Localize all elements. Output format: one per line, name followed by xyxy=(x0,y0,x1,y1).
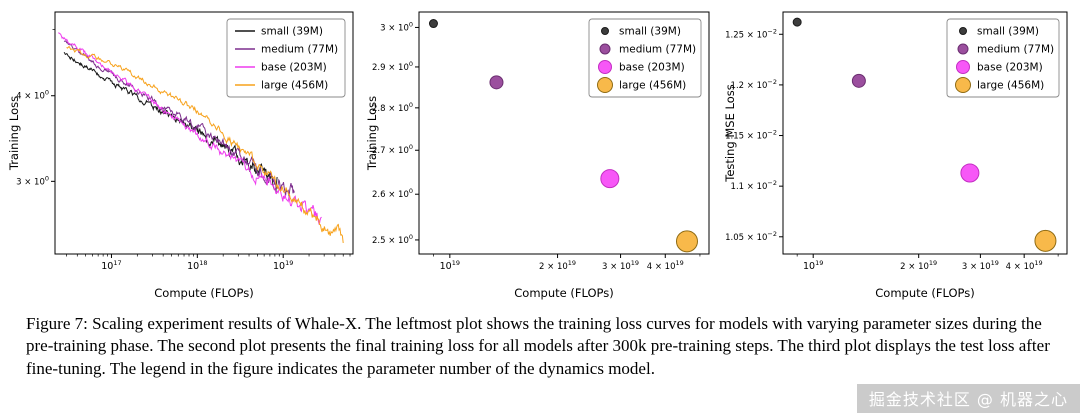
svg-text:large (456M): large (456M) xyxy=(261,80,328,92)
svg-text:base (203M): base (203M) xyxy=(619,62,685,74)
svg-text:4 × 1019: 4 × 1019 xyxy=(647,259,684,272)
svg-text:base (203M): base (203M) xyxy=(261,62,327,74)
svg-text:Compute (FLOPs): Compute (FLOPs) xyxy=(154,286,253,300)
svg-text:2 × 1019: 2 × 1019 xyxy=(900,259,937,272)
svg-text:medium (77M): medium (77M) xyxy=(977,44,1054,56)
figure-caption-label: Figure 7: xyxy=(26,314,88,333)
svg-text:Training Loss: Training Loss xyxy=(365,96,379,171)
svg-text:base (203M): base (203M) xyxy=(977,62,1043,74)
svg-text:1.25 × 10−2: 1.25 × 10−2 xyxy=(725,27,777,40)
svg-text:1.2 × 10−2: 1.2 × 10−2 xyxy=(731,78,777,91)
svg-text:1.05 × 10−2: 1.05 × 10−2 xyxy=(725,230,777,243)
svg-text:3 × 1019: 3 × 1019 xyxy=(602,259,639,272)
figure-caption: Figure 7: Scaling experiment results of … xyxy=(26,313,1054,380)
svg-text:2.9 × 100: 2.9 × 100 xyxy=(372,60,413,73)
svg-text:2 × 1019: 2 × 1019 xyxy=(539,259,576,272)
svg-text:Testing MSE Loss: Testing MSE Loss xyxy=(723,84,737,182)
svg-text:2.7 × 100: 2.7 × 100 xyxy=(372,143,413,156)
svg-text:1019: 1019 xyxy=(803,259,823,272)
plot-testing-mse-loss: 1019 2 × 1019 3 × 1019 4 × 1019 1.25 × 10−2 1… xyxy=(721,4,1075,304)
svg-text:Training Loss: Training Loss xyxy=(7,96,21,171)
svg-text:4 × 1019: 4 × 1019 xyxy=(1006,259,1043,272)
figure-caption-text: Scaling experiment results of Whale-X. T… xyxy=(26,314,1050,378)
watermark: 掘金技术社区 @ 机器之心 xyxy=(856,384,1080,413)
svg-text:small (39M): small (39M) xyxy=(261,26,323,38)
svg-text:4 × 100: 4 × 100 xyxy=(16,89,49,102)
svg-text:1.15 × 10−2: 1.15 × 10−2 xyxy=(725,129,777,142)
svg-text:1018: 1018 xyxy=(187,259,207,272)
svg-text:medium (77M): medium (77M) xyxy=(619,44,696,56)
svg-text:large (456M): large (456M) xyxy=(977,80,1044,92)
svg-text:large (456M): large (456M) xyxy=(619,80,686,92)
svg-text:2.6 × 100: 2.6 × 100 xyxy=(372,187,413,200)
svg-text:small (39M): small (39M) xyxy=(977,26,1039,38)
svg-text:Compute (FLOPs): Compute (FLOPs) xyxy=(514,286,613,300)
svg-text:1017: 1017 xyxy=(101,259,121,272)
plots-row: 1017 1018 1019 3 × 100 4 × 100 Compute (FLOPs… xyxy=(5,4,1075,304)
svg-text:small (39M): small (39M) xyxy=(619,26,681,38)
svg-text:2.8 × 100: 2.8 × 100 xyxy=(372,101,413,114)
svg-text:3 × 100: 3 × 100 xyxy=(16,174,49,187)
svg-text:3 × 1019: 3 × 1019 xyxy=(962,259,999,272)
svg-text:1019: 1019 xyxy=(440,259,460,272)
svg-text:2.5 × 100: 2.5 × 100 xyxy=(372,233,413,246)
plot-final-training-loss: 1019 2 × 1019 3 × 1019 4 × 1019 3 × 100 2.9 ×… xyxy=(363,4,717,304)
svg-text:1019: 1019 xyxy=(273,259,293,272)
svg-text:medium (77M): medium (77M) xyxy=(261,44,338,56)
svg-text:3 × 100: 3 × 100 xyxy=(380,20,413,33)
plot-pretraining-loss-curves: 1017 1018 1019 3 × 100 4 × 100 Compute (FLOPs… xyxy=(5,4,359,304)
svg-text:Compute (FLOPs): Compute (FLOPs) xyxy=(875,286,974,300)
svg-text:1.1 × 10−2: 1.1 × 10−2 xyxy=(731,179,777,192)
